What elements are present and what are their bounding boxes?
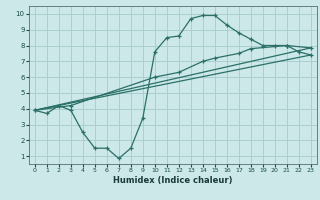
X-axis label: Humidex (Indice chaleur): Humidex (Indice chaleur) xyxy=(113,176,233,185)
